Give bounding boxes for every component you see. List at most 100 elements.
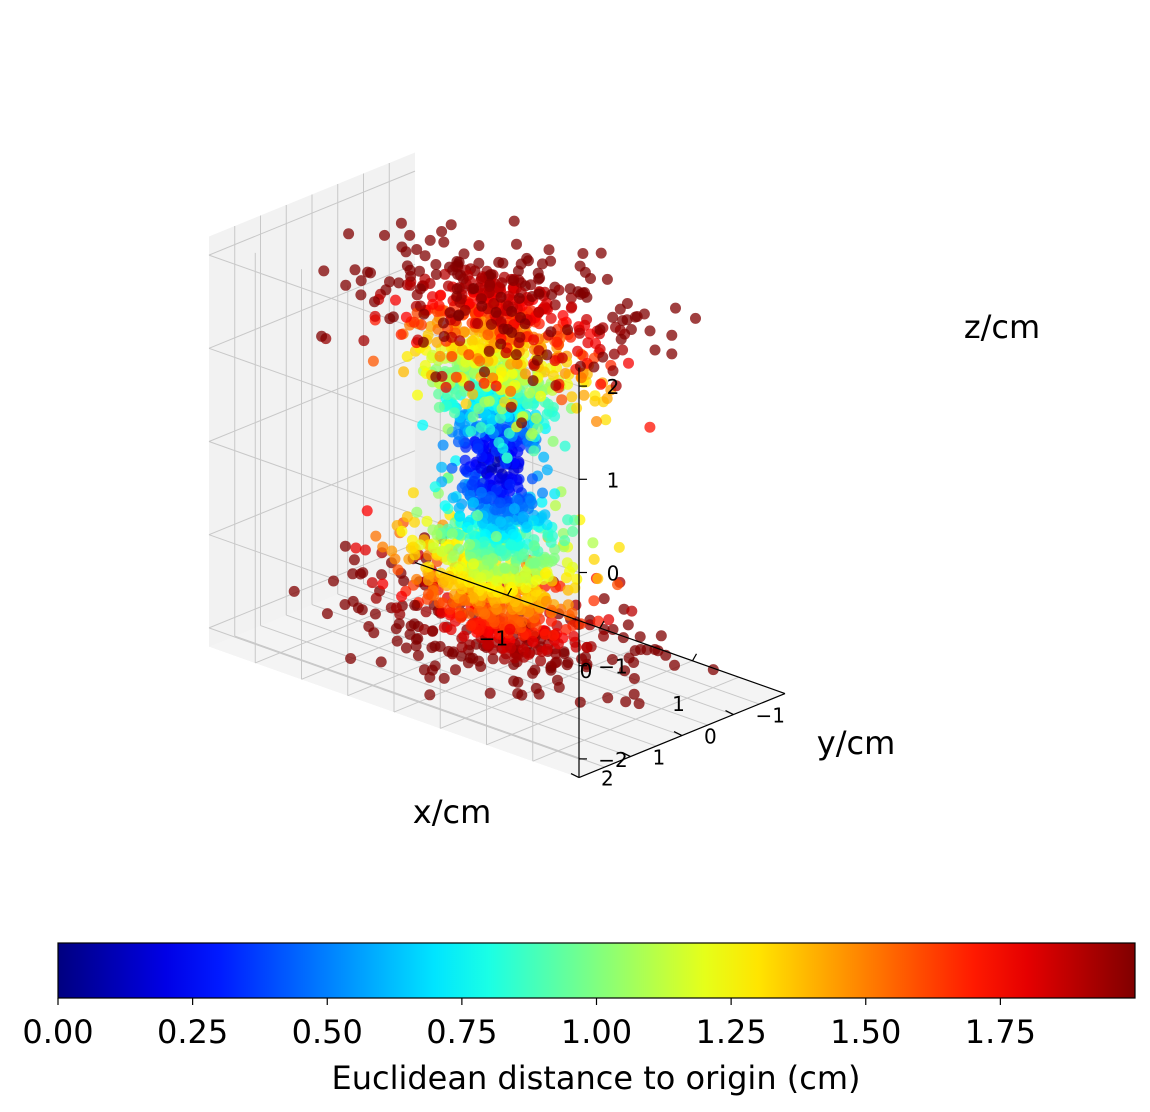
scatter-point xyxy=(460,398,472,410)
scatter-point xyxy=(552,638,564,650)
scatter-point xyxy=(520,582,532,594)
scatter-point xyxy=(495,338,507,350)
scatter-point xyxy=(549,299,561,311)
scatter-point xyxy=(521,398,533,410)
scatter-point xyxy=(644,421,656,433)
grid-line-side-z xyxy=(208,170,416,256)
scatter-point xyxy=(365,267,376,279)
scatter-point xyxy=(581,314,593,325)
scatter-point xyxy=(505,642,517,654)
scatter-point xyxy=(530,574,542,586)
scatter-point xyxy=(592,573,604,585)
scatter-point xyxy=(539,567,551,579)
scatter-point xyxy=(430,259,442,270)
scatter-point xyxy=(500,573,511,585)
scatter-point xyxy=(444,307,456,318)
scatter-point xyxy=(438,331,450,342)
scatter-point xyxy=(422,574,434,586)
scatter-point xyxy=(407,541,419,553)
scatter-point xyxy=(424,234,436,246)
scatter-point xyxy=(484,423,496,435)
scatter-point xyxy=(569,582,581,594)
scatter-point xyxy=(411,289,423,301)
scatter-point xyxy=(513,292,525,304)
scatter-point xyxy=(318,265,330,277)
scatter-point xyxy=(571,402,583,414)
scatter-point xyxy=(412,389,423,401)
colorbar-tick-label: 0.25 xyxy=(157,1013,228,1051)
scatter-point xyxy=(426,352,438,364)
scatter-point xyxy=(458,248,470,260)
scatter-point xyxy=(454,510,466,522)
scatter-point xyxy=(535,390,547,402)
scatter-point xyxy=(523,606,535,618)
colorbar-tick-label: 1.00 xyxy=(561,1013,632,1051)
scatter-point xyxy=(401,279,413,291)
y-tick-mark xyxy=(570,773,580,779)
scatter-point xyxy=(533,306,545,318)
scatter-point xyxy=(610,380,622,392)
scatter-point xyxy=(517,502,529,514)
scatter-point xyxy=(473,655,485,667)
axes-lines xyxy=(414,367,786,779)
scatter-point xyxy=(453,502,465,514)
scatter-point xyxy=(597,351,609,363)
scatter-point xyxy=(369,310,381,322)
scatter-point xyxy=(493,437,505,449)
scatter-point xyxy=(377,578,389,590)
scatter-point xyxy=(427,542,439,554)
scatter-point xyxy=(533,688,545,700)
scatter-point xyxy=(462,657,474,669)
scatter-point xyxy=(575,618,587,630)
scatter-point xyxy=(463,607,475,619)
scatter-point xyxy=(503,427,515,439)
grid-line-floor-y xyxy=(234,635,605,768)
scatter-point xyxy=(500,347,512,359)
scatter-point xyxy=(429,481,441,493)
grid-line-back-z xyxy=(208,627,580,760)
scatter-point xyxy=(495,516,507,528)
scatter-point xyxy=(447,492,459,504)
scatter-point xyxy=(551,336,563,348)
scatter-point xyxy=(418,308,430,320)
scatter-point xyxy=(541,464,553,476)
scatter-point xyxy=(430,269,442,280)
scatter-point xyxy=(456,641,468,653)
scatter-point xyxy=(367,355,379,367)
scatter-point xyxy=(446,462,458,474)
scatter-point xyxy=(453,429,465,440)
scatter-point xyxy=(482,329,494,341)
scatter-point xyxy=(475,486,487,498)
scatter-point xyxy=(451,290,463,302)
scatter-point xyxy=(625,324,637,335)
scatter-point xyxy=(442,280,454,292)
x-tick-label: 1 xyxy=(672,692,685,716)
scatter-point xyxy=(545,615,557,627)
scatter-point xyxy=(467,411,479,423)
scatter-point xyxy=(507,275,519,287)
y-axis-label: y/cm xyxy=(817,724,895,762)
colorbar-label: Euclidean distance to origin (cm) xyxy=(331,1059,860,1097)
scatter-point xyxy=(562,514,574,526)
scatter-point xyxy=(614,324,626,336)
scatter-point xyxy=(453,310,464,322)
scatter-point xyxy=(433,401,445,413)
scatter-point xyxy=(479,366,490,378)
scatter-point xyxy=(431,529,443,541)
scatter-point xyxy=(537,487,548,499)
scatter-point xyxy=(543,244,555,256)
scatter-point xyxy=(355,289,367,301)
scatter-point xyxy=(560,624,572,635)
scatter-point xyxy=(376,569,388,581)
x-tick-mark xyxy=(691,653,698,662)
scatter-point xyxy=(395,217,407,229)
scatter-point xyxy=(539,628,551,640)
scatter-point xyxy=(490,380,502,392)
scatter-point xyxy=(588,595,600,607)
scatter-point xyxy=(523,648,535,660)
scatter-point xyxy=(463,380,475,392)
scatter-point xyxy=(504,623,516,635)
scatter-point xyxy=(430,371,442,383)
scatter-point xyxy=(505,385,517,397)
